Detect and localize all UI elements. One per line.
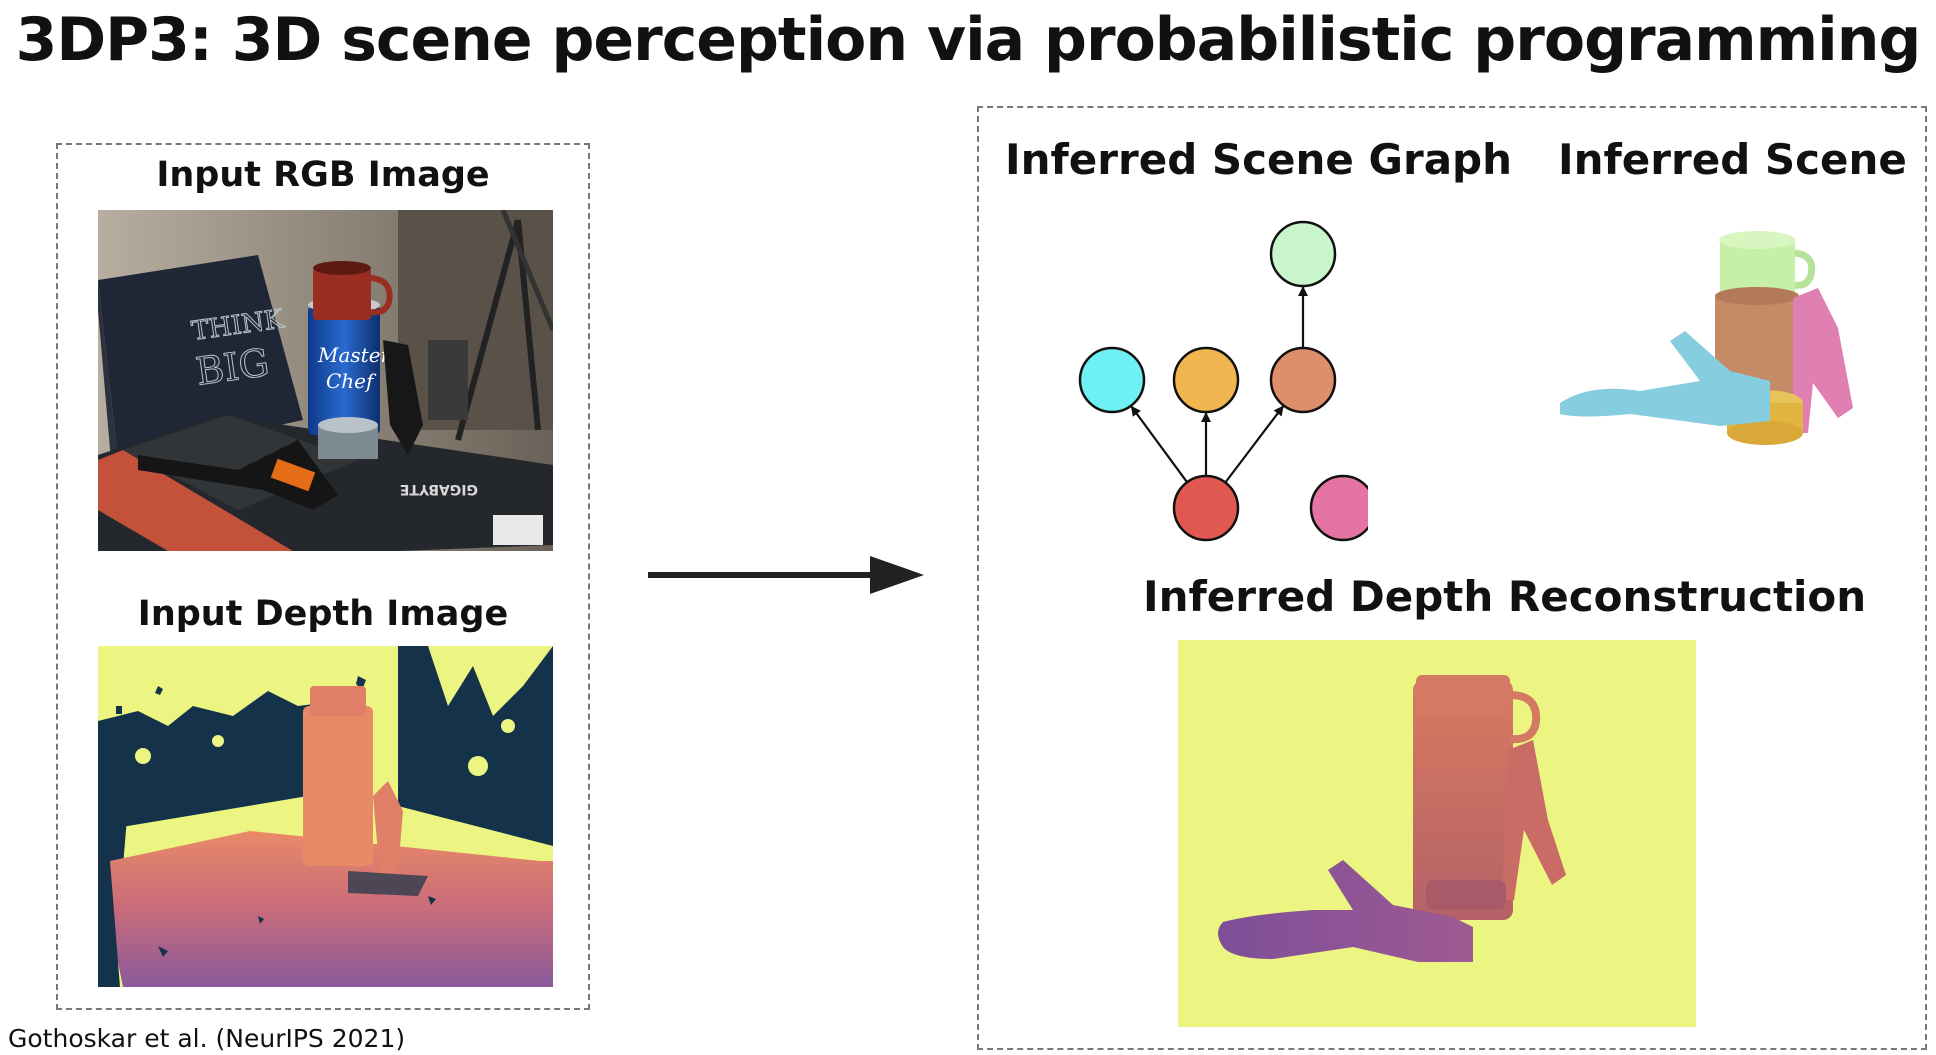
book-big-text: BIG <box>193 340 272 394</box>
can-master-text: Master <box>317 343 392 367</box>
depth-reconstruction-image <box>1178 640 1696 1027</box>
flow-arrow <box>648 552 924 598</box>
input-depth-label: Input Depth Image <box>137 594 509 634</box>
output-panel <box>977 106 1927 1050</box>
citation: Gothoskar et al. (NeurIPS 2021) <box>8 1024 406 1053</box>
input-rgb-label: Input RGB Image <box>156 155 490 195</box>
inferred-scene-render <box>1560 228 1860 498</box>
graph-node-salmon <box>1269 346 1337 414</box>
depth-reconstruction-label: Inferred Depth Reconstruction <box>1143 572 1867 621</box>
input-panel <box>56 143 590 1010</box>
can-chef-text: Chef <box>326 369 377 393</box>
inferred-scene-label: Inferred Scene <box>1558 135 1907 184</box>
input-depth-image <box>98 646 553 987</box>
page-title: 3DP3: 3D scene perception via probabilis… <box>15 5 1922 75</box>
graph-node-cyan <box>1078 346 1146 414</box>
scene-graph-label: Inferred Scene Graph <box>1005 135 1513 184</box>
input-rgb-image: THINK BIG GIGABYTE Master Chef <box>98 210 553 551</box>
scene-graph <box>1068 210 1368 550</box>
graph-edge-red-cyan <box>1130 405 1188 483</box>
graph-node-red <box>1172 474 1240 542</box>
graph-edge-red-salmon <box>1224 405 1284 484</box>
box-brand-text: GIGABYTE <box>400 481 478 497</box>
graph-node-orange <box>1172 346 1240 414</box>
graph-node-pink <box>1309 474 1368 542</box>
graph-node-green <box>1269 220 1337 288</box>
